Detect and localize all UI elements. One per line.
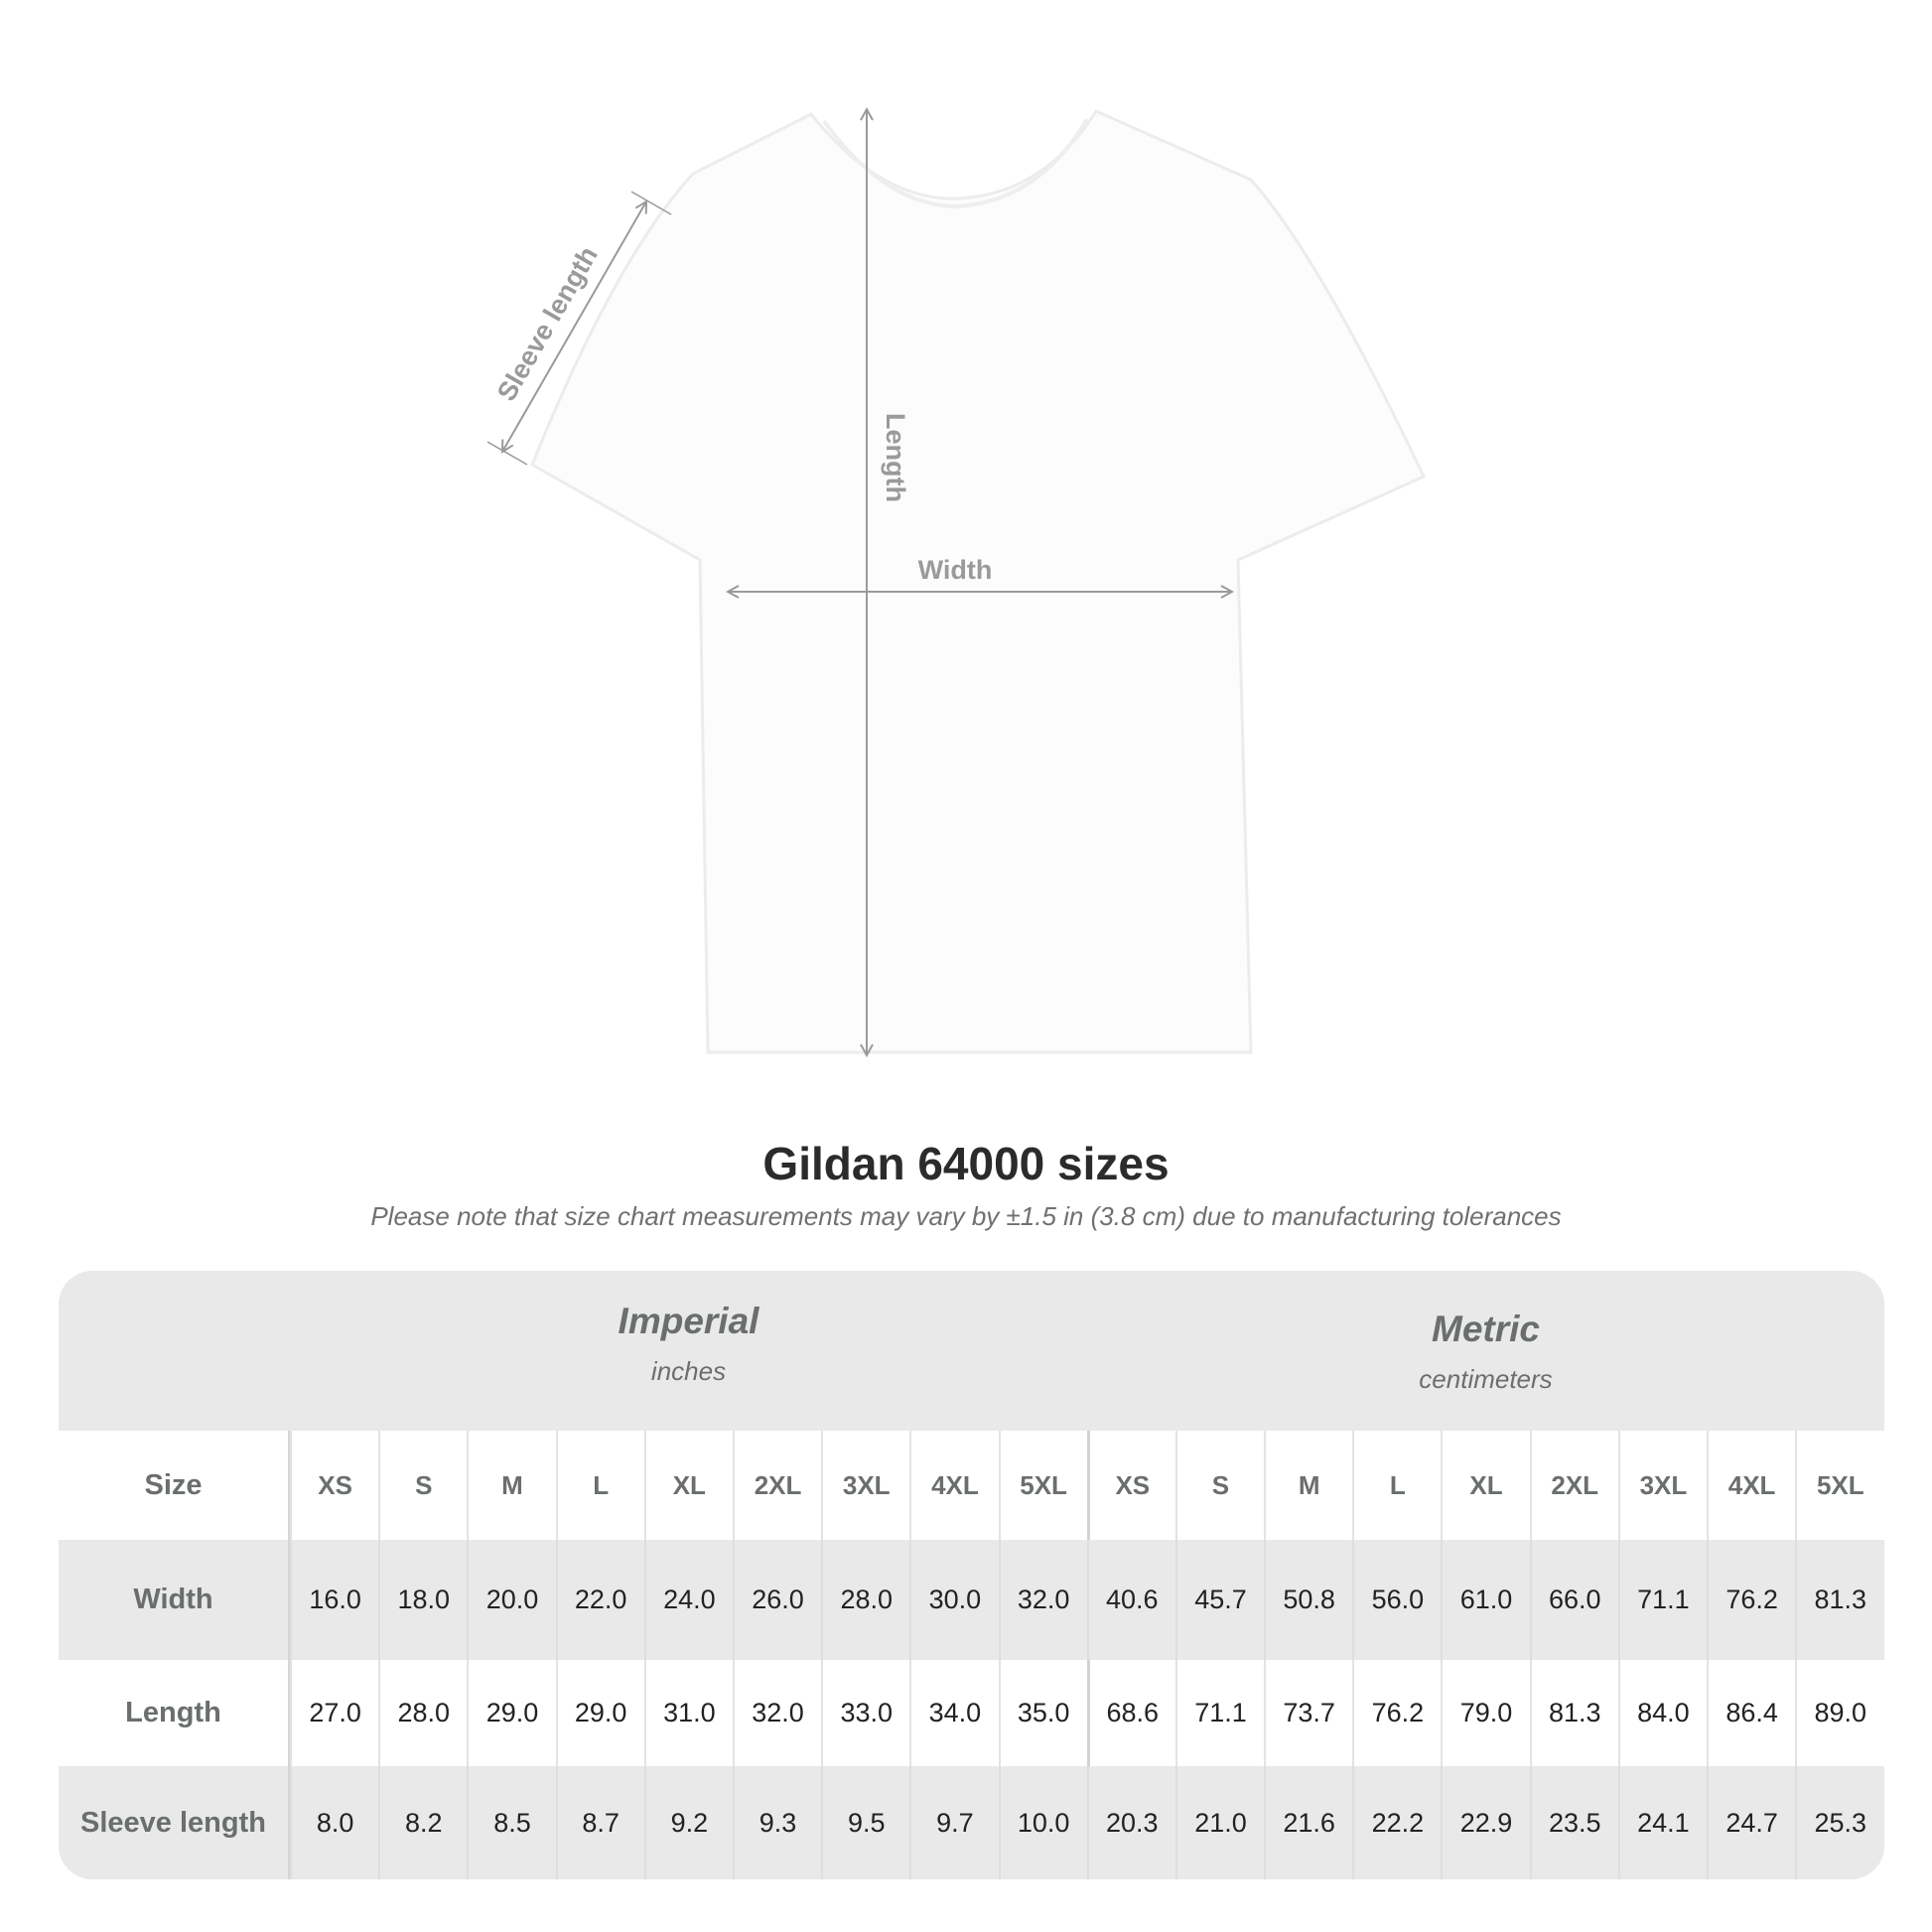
size-header-cell: XS — [290, 1431, 378, 1540]
size-header-cell: 3XL — [821, 1431, 909, 1540]
measurement-cell: 71.1 — [1174, 1660, 1264, 1766]
measurement-cell: 9.5 — [821, 1766, 909, 1879]
imperial-unit: inches — [650, 1356, 727, 1386]
measurement-cell: 10.0 — [998, 1766, 1087, 1879]
measurement-cell: 56.0 — [1352, 1540, 1441, 1660]
measurement-cell: 16.0 — [290, 1540, 378, 1660]
measurement-cell: 23.5 — [1529, 1766, 1618, 1879]
measurement-cell: 20.3 — [1086, 1766, 1175, 1879]
measurement-cell: 26.0 — [732, 1540, 821, 1660]
metric-label: Metric — [1432, 1309, 1540, 1349]
measurement-cell: 81.3 — [1795, 1540, 1883, 1660]
measurement-cell: 50.8 — [1264, 1540, 1352, 1660]
size-header-cell: 3XL — [1617, 1431, 1707, 1540]
tolerance-note: Please note that size chart measurements… — [370, 1201, 1562, 1231]
measurement-cell: 84.0 — [1617, 1660, 1707, 1766]
size-header-cell: XS — [1086, 1431, 1175, 1540]
measurement-cell: 27.0 — [290, 1660, 378, 1766]
measurement-cell: 21.6 — [1264, 1766, 1352, 1879]
measurement-cell: 18.0 — [378, 1540, 467, 1660]
width-label: Width — [918, 555, 993, 585]
measurement-cell: 81.3 — [1529, 1660, 1618, 1766]
row-label: Sleeve length — [59, 1766, 290, 1879]
measurement-cell: 30.0 — [909, 1540, 998, 1660]
length-label: Length — [881, 413, 910, 502]
measurement-cell: 68.6 — [1086, 1660, 1175, 1766]
length-row: Length 27.0 28.0 29.0 29.0 31.0 32.0 33.0 34.0 35… — [59, 1660, 1884, 1766]
measurement-cell: 25.3 — [1795, 1766, 1883, 1879]
measurement-cell: 76.2 — [1352, 1660, 1441, 1766]
measurement-cell: 71.1 — [1617, 1540, 1707, 1660]
measurement-cell: 76.2 — [1707, 1540, 1795, 1660]
measurement-cell: 66.0 — [1529, 1540, 1618, 1660]
size-row: Size XS S M L XL 2XL 3XL 4XL 5XL XS S M L XL 2XL 3XL 4XL… — [59, 1431, 1884, 1540]
size-header-cell: 4XL — [1707, 1431, 1795, 1540]
row-label: Length — [59, 1660, 290, 1766]
tshirt-diagram: Length Width Sleeve length — [486, 0, 1427, 1092]
measurement-cell: 22.2 — [1352, 1766, 1441, 1879]
row-label: Width — [59, 1540, 290, 1660]
measurement-cell: 28.0 — [378, 1660, 467, 1766]
measurement-cell: 31.0 — [643, 1660, 733, 1766]
size-header-cell: XL — [643, 1431, 733, 1540]
metric-unit: centimeters — [1419, 1364, 1553, 1394]
measurement-cell: 89.0 — [1795, 1660, 1883, 1766]
sleeve-length-row: Sleeve length 8.0 8.2 8.5 8.7 9.2 9.3 9.5 9.7 10.… — [59, 1766, 1884, 1879]
measurement-cell: 33.0 — [821, 1660, 909, 1766]
size-header-cell: S — [378, 1431, 467, 1540]
page-title: Gildan 64000 sizes — [762, 1138, 1170, 1189]
measurement-cell: 45.7 — [1174, 1540, 1264, 1660]
measurement-cell: 32.0 — [998, 1540, 1087, 1660]
measurement-cell: 20.0 — [467, 1540, 555, 1660]
size-header-cell: M — [467, 1431, 555, 1540]
measurement-cell: 9.2 — [643, 1766, 733, 1879]
measurement-cell: 79.0 — [1441, 1660, 1529, 1766]
size-header-cell: 2XL — [732, 1431, 821, 1540]
measurement-cell: 9.7 — [909, 1766, 998, 1879]
measurement-cell: 21.0 — [1174, 1766, 1264, 1879]
size-header-cell: M — [1264, 1431, 1352, 1540]
imperial-header: Imperial inches — [290, 1271, 1087, 1460]
size-header-cell: L — [555, 1431, 644, 1540]
measurement-cell: 8.5 — [467, 1766, 555, 1879]
measurement-cell: 73.7 — [1264, 1660, 1352, 1766]
measurement-cell: 24.1 — [1617, 1766, 1707, 1879]
size-header-cell: S — [1174, 1431, 1264, 1540]
measurement-cell: 8.7 — [555, 1766, 644, 1879]
measurement-cell: 35.0 — [998, 1660, 1087, 1766]
measurement-cell: 28.0 — [821, 1540, 909, 1660]
width-row: Width 16.0 18.0 20.0 22.0 24.0 26.0 28.0 30.0 32.… — [59, 1540, 1884, 1660]
size-header-cell: L — [1352, 1431, 1441, 1540]
sleeve-arrow — [502, 202, 646, 452]
measurement-cell: 8.0 — [290, 1766, 378, 1879]
imperial-label: Imperial — [618, 1301, 759, 1341]
measurement-cell: 34.0 — [909, 1660, 998, 1766]
metric-header: Metric centimeters — [1087, 1271, 1884, 1468]
size-chart-table: Imperial inches Metric centimeters Size … — [59, 1271, 1884, 1879]
size-header-cell: 5XL — [1795, 1431, 1883, 1540]
measurement-cell: 22.0 — [555, 1540, 644, 1660]
size-header-cell: 4XL — [909, 1431, 998, 1540]
size-header-cell: XL — [1441, 1431, 1529, 1540]
measurement-cell: 61.0 — [1441, 1540, 1529, 1660]
size-row-label: Size — [59, 1431, 290, 1540]
measurement-cell: 24.7 — [1707, 1766, 1795, 1879]
measurement-cell: 40.6 — [1086, 1540, 1175, 1660]
measurement-cell: 86.4 — [1707, 1660, 1795, 1766]
measurement-cell: 24.0 — [643, 1540, 733, 1660]
size-header-cell: 2XL — [1529, 1431, 1618, 1540]
measurement-cell: 29.0 — [555, 1660, 644, 1766]
measurement-cell: 29.0 — [467, 1660, 555, 1766]
measurement-cell: 32.0 — [732, 1660, 821, 1766]
measurement-cell: 22.9 — [1441, 1766, 1529, 1879]
measurement-cell: 8.2 — [378, 1766, 467, 1879]
measurement-cell: 9.3 — [732, 1766, 821, 1879]
size-header-cell: 5XL — [998, 1431, 1087, 1540]
